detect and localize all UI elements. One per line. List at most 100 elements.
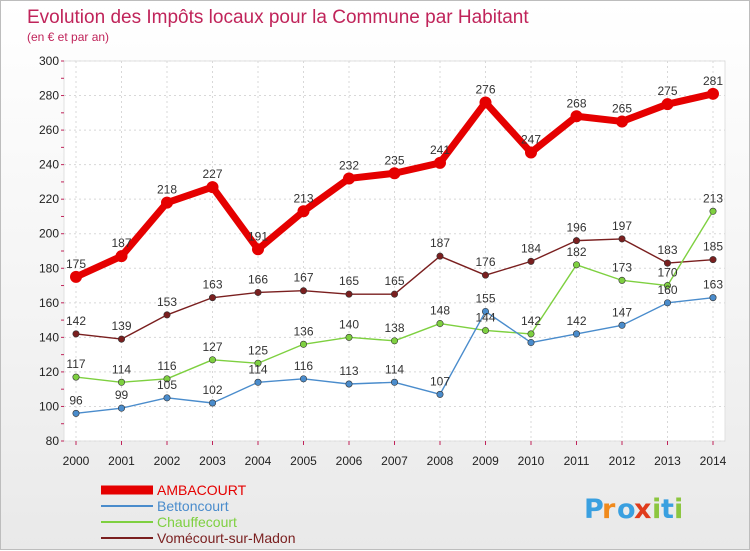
y-tick-label: 240 bbox=[39, 158, 59, 172]
data-point bbox=[436, 252, 444, 260]
y-tick-label: 220 bbox=[39, 192, 59, 206]
data-label: 235 bbox=[384, 153, 404, 167]
data-point bbox=[572, 237, 580, 245]
x-tick-label: 2006 bbox=[336, 454, 363, 468]
data-label: 117 bbox=[66, 357, 85, 371]
data-point bbox=[209, 399, 217, 407]
data-point bbox=[709, 207, 717, 215]
logo-letter: x bbox=[634, 494, 651, 525]
data-label: 114 bbox=[385, 362, 404, 376]
data-point bbox=[436, 390, 444, 398]
data-point bbox=[707, 87, 719, 100]
logo-letter: o bbox=[617, 494, 636, 525]
data-point bbox=[527, 330, 535, 338]
data-point bbox=[115, 250, 128, 263]
data-label: 166 bbox=[248, 272, 268, 286]
data-label: 127 bbox=[202, 340, 222, 354]
y-tick-label: 180 bbox=[39, 261, 59, 275]
data-point bbox=[72, 373, 80, 381]
x-tick-label: 2005 bbox=[290, 454, 317, 468]
data-label: 218 bbox=[157, 183, 177, 197]
data-point bbox=[436, 320, 444, 328]
data-label: 153 bbox=[157, 295, 177, 309]
legend-entry-1: Bettoncourt bbox=[157, 498, 229, 514]
data-point bbox=[390, 337, 398, 345]
data-point bbox=[527, 339, 535, 347]
data-label: 140 bbox=[339, 317, 359, 331]
x-tick-label: 2014 bbox=[700, 454, 727, 468]
data-point bbox=[161, 196, 173, 209]
data-label: 213 bbox=[703, 191, 723, 205]
x-tick-label: 2008 bbox=[427, 454, 454, 468]
logo-letter: t bbox=[661, 494, 674, 525]
data-labels: 175 187 218 227 191 213 232 235 241 276 247 268 265 2… bbox=[66, 74, 723, 408]
data-point bbox=[618, 276, 626, 284]
data-point bbox=[479, 96, 492, 109]
x-tick-label: 2004 bbox=[245, 454, 272, 468]
data-label: 281 bbox=[703, 74, 723, 88]
series-lines bbox=[70, 87, 719, 417]
data-label: 163 bbox=[202, 278, 222, 292]
data-point bbox=[663, 299, 671, 307]
data-point bbox=[572, 261, 580, 269]
y-tick-label: 260 bbox=[39, 123, 59, 137]
data-label: 148 bbox=[430, 304, 450, 318]
data-label: 99 bbox=[115, 388, 129, 402]
data-label: 185 bbox=[703, 240, 723, 254]
data-label: 187 bbox=[430, 236, 450, 250]
data-label: 147 bbox=[612, 305, 632, 319]
data-point bbox=[72, 330, 80, 338]
data-label: 142 bbox=[66, 314, 86, 328]
data-label: 241 bbox=[430, 143, 450, 157]
axes: 80 100 120 140 160 180 200 220 240 260 280 300 2000 2… bbox=[39, 54, 727, 468]
data-point bbox=[299, 375, 307, 383]
data-point bbox=[390, 290, 398, 298]
data-label: 114 bbox=[248, 362, 267, 376]
data-label: 191 bbox=[248, 229, 268, 243]
x-tick-label: 2000 bbox=[63, 454, 90, 468]
data-point bbox=[618, 235, 626, 243]
data-point bbox=[570, 110, 583, 123]
data-label: 196 bbox=[566, 221, 586, 235]
data-point bbox=[390, 378, 398, 386]
data-label: 187 bbox=[111, 236, 131, 250]
data-label: 184 bbox=[521, 241, 541, 255]
logo-letter: i bbox=[674, 494, 683, 525]
data-point bbox=[525, 146, 537, 159]
data-label: 96 bbox=[69, 393, 83, 407]
data-label: 182 bbox=[566, 245, 586, 259]
logo-letter: r bbox=[602, 494, 616, 525]
data-label: 136 bbox=[293, 324, 313, 338]
data-point bbox=[481, 271, 489, 279]
data-point bbox=[481, 307, 489, 315]
data-label: 227 bbox=[202, 167, 222, 181]
x-tick-label: 2009 bbox=[472, 454, 499, 468]
data-point bbox=[118, 404, 126, 412]
data-label: 165 bbox=[339, 274, 359, 288]
data-label: 142 bbox=[566, 314, 586, 328]
legend-entry-3: Vomécourt-sur-Madon bbox=[157, 530, 296, 546]
data-label: 116 bbox=[294, 359, 313, 373]
data-point bbox=[345, 380, 353, 388]
data-point bbox=[616, 115, 628, 128]
data-label: 213 bbox=[293, 191, 313, 205]
data-point bbox=[661, 98, 674, 111]
x-tick-label: 2013 bbox=[654, 454, 681, 468]
data-point bbox=[206, 181, 219, 194]
data-point bbox=[481, 326, 489, 334]
data-point bbox=[163, 311, 171, 319]
data-point bbox=[72, 409, 80, 417]
data-label: 268 bbox=[566, 96, 586, 110]
data-point bbox=[70, 270, 82, 283]
x-tick-label: 2003 bbox=[199, 454, 226, 468]
x-tick-label: 2011 bbox=[564, 454, 590, 468]
data-point bbox=[118, 378, 126, 386]
chart-subtitle: (en € et par an) bbox=[27, 30, 109, 44]
data-label: 114 bbox=[112, 362, 131, 376]
data-label: 160 bbox=[657, 283, 677, 297]
data-point bbox=[388, 167, 401, 180]
grid bbox=[64, 60, 725, 442]
data-label: 275 bbox=[657, 84, 677, 98]
